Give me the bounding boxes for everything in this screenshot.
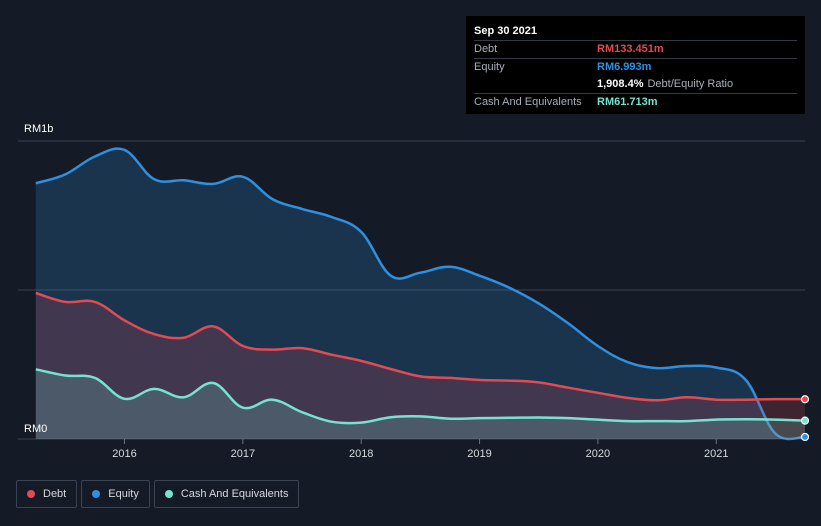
axis-layer: RM1b RM0 2016 2017 2018 2019 2020 2021	[24, 123, 728, 460]
x-tick-label: 2017	[231, 448, 255, 460]
x-tick-label: 2016	[112, 448, 136, 460]
equity-area	[35, 148, 806, 440]
debt-line	[35, 291, 806, 402]
legend-item-equity[interactable]: Equity	[81, 480, 150, 508]
x-tick-label: 2018	[349, 448, 373, 460]
legend-equity-label: Equity	[108, 488, 139, 500]
equity-end-marker	[800, 432, 810, 442]
tooltip-cash-row: Cash And Equivalents RM61.713m	[474, 93, 797, 111]
tooltip-debt-row: Debt RM133.451m	[474, 40, 797, 58]
tooltip-debt-value: RM133.451m	[597, 43, 664, 55]
tooltip-ratio-value: 1,908.4%	[597, 78, 644, 90]
y-tick-label: RM1b	[24, 123, 53, 135]
tooltip-date: Sep 30 2021	[474, 25, 537, 37]
cash-end-marker	[800, 416, 810, 425]
chart-legend: Debt Equity Cash And Equivalents	[16, 480, 303, 508]
legend-item-cash[interactable]: Cash And Equivalents	[153, 480, 300, 508]
tooltip-equity-row: Equity RM6.993m	[474, 58, 797, 76]
data-tooltip: Sep 30 2021 Debt RM133.451m Equity RM6.9…	[466, 16, 805, 114]
marker-layer	[800, 395, 810, 442]
grid-layer	[18, 140, 805, 440]
debt-dot-icon	[27, 490, 35, 498]
cash-line	[35, 368, 806, 425]
legend-debt-label: Debt	[43, 488, 67, 500]
debt-area	[35, 293, 806, 439]
x-tick-label: 2019	[467, 448, 491, 460]
series-layer	[35, 147, 806, 441]
tooltip-equity-label: Equity	[474, 61, 505, 73]
x-tick-label: 2020	[586, 448, 610, 460]
legend-cash-label: Cash And Equivalents	[180, 488, 289, 500]
tooltip-ratio-label: Debt/Equity Ratio	[647, 78, 734, 90]
equity-line	[35, 147, 806, 441]
tooltip-cash-value: RM61.713m	[597, 96, 658, 108]
debt-end-marker	[800, 395, 810, 404]
legend-item-debt[interactable]: Debt	[16, 480, 78, 508]
equity-dot-icon	[92, 490, 101, 498]
x-tick-label: 2021	[704, 448, 728, 460]
cash-dot-icon	[164, 490, 173, 498]
tooltip-cash-label: Cash And Equivalents	[474, 96, 582, 108]
tooltip-ratio-row: 1,908.4% Debt/Equity Ratio	[474, 76, 797, 93]
tooltip-equity-value: RM6.993m	[597, 61, 652, 73]
tooltip-debt-label: Debt	[474, 43, 498, 55]
y-tick-label: RM0	[24, 423, 47, 435]
